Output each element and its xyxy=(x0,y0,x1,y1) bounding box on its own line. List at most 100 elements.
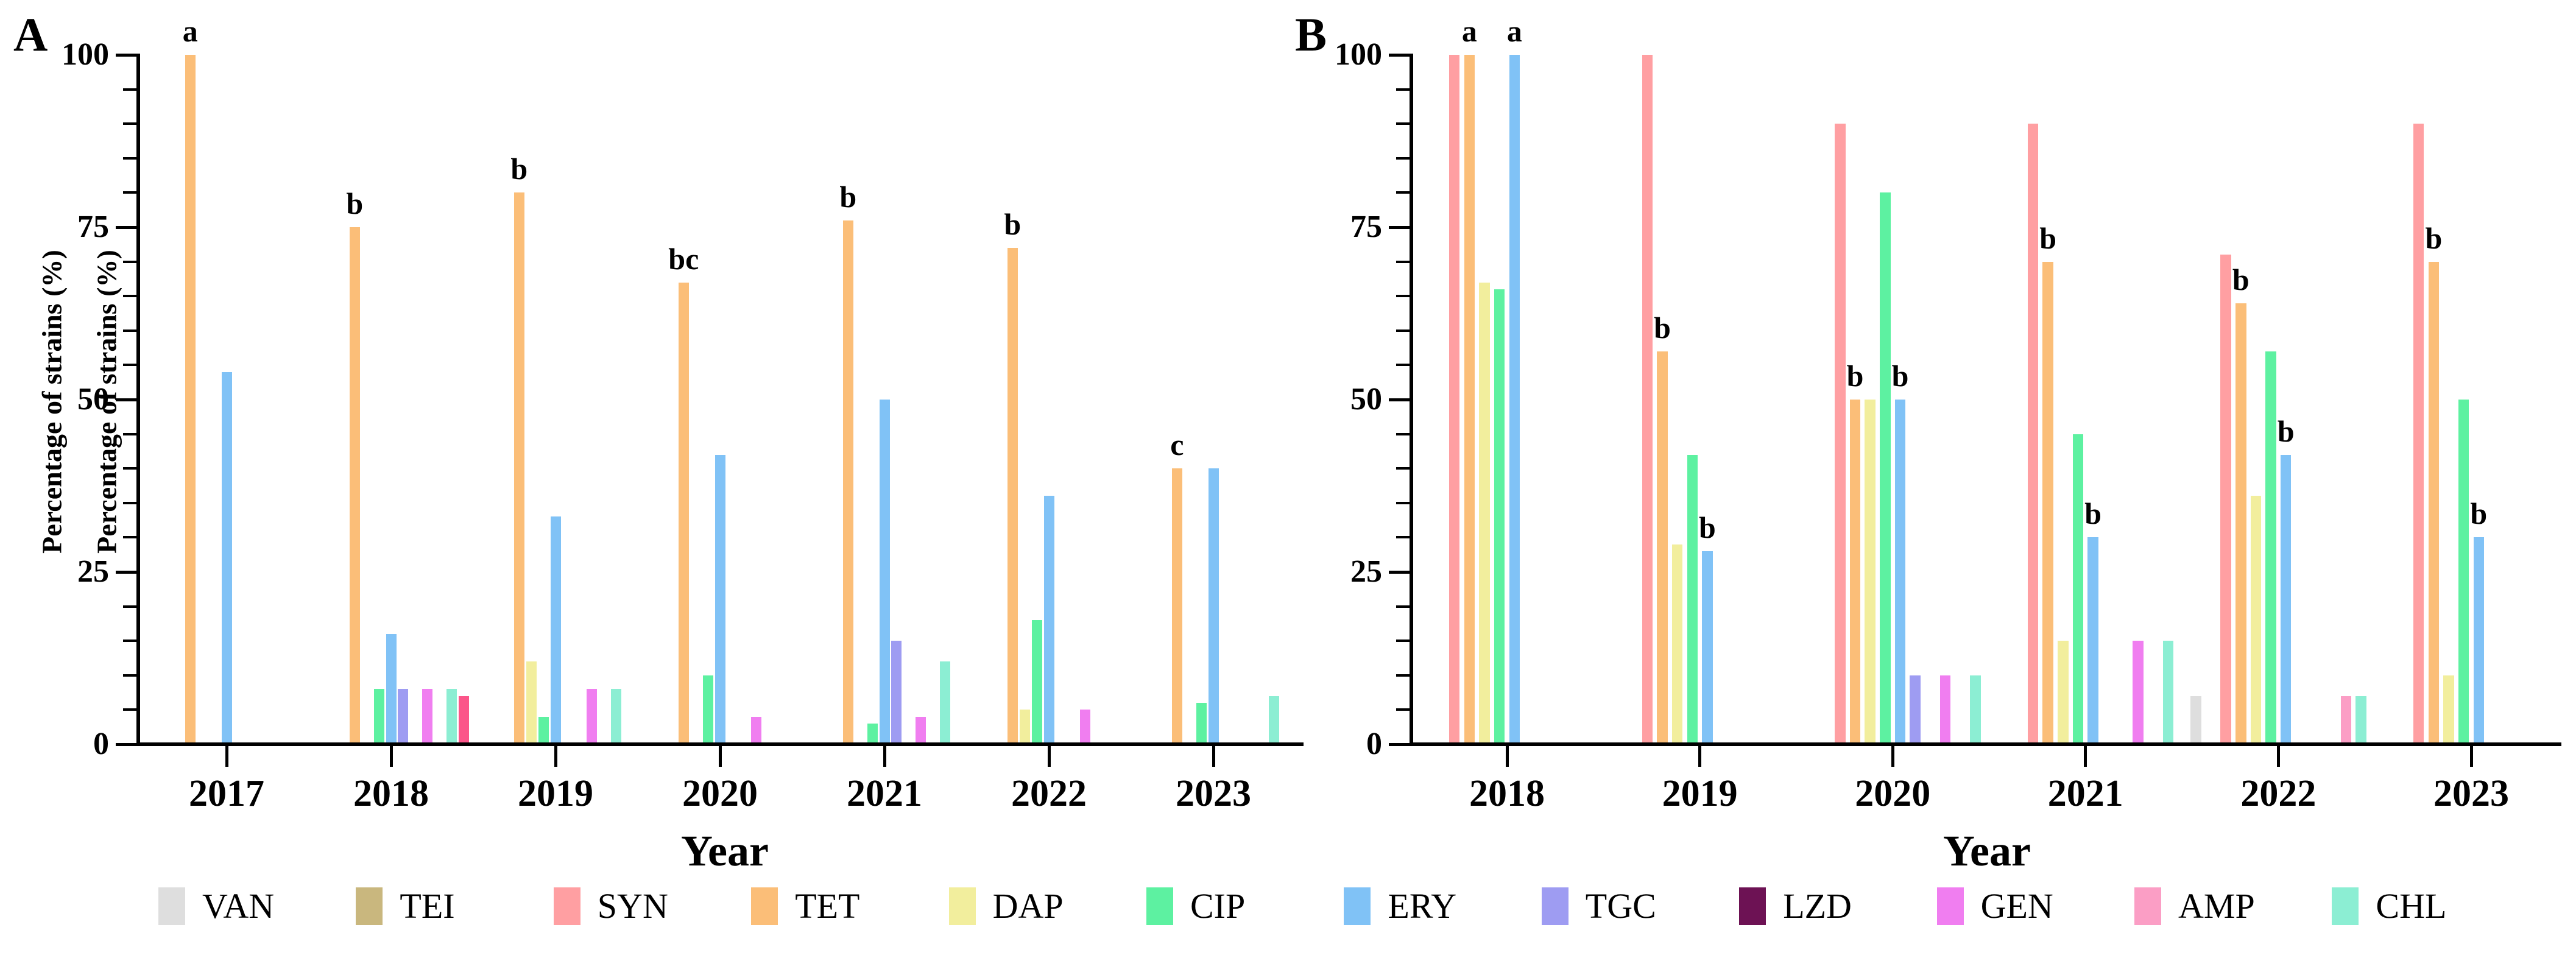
legend-item-CIP: CIP xyxy=(1146,887,1245,925)
bar-B-2022-CHL xyxy=(2355,696,2366,742)
bar-A-2018-CHL xyxy=(446,689,457,742)
bar-B-2019-DAP xyxy=(1671,544,1683,742)
bar-B-2023-DAP xyxy=(2443,675,2454,742)
bar-B-2022-AMP xyxy=(2340,696,2352,742)
panel-b-y-tick-50 xyxy=(1389,398,1410,401)
bar-B-2018-CIP xyxy=(1494,289,1505,742)
panel-b-y-tick-95 xyxy=(1396,88,1410,91)
panel-b-y-tick-15 xyxy=(1396,640,1410,643)
panel-a-y-tick-10 xyxy=(123,674,136,677)
panel-b-y-tick-label-75: 75 xyxy=(1350,210,1382,244)
panel-a-x-tick-2019 xyxy=(554,746,557,767)
panel-a-x-tick-label-2018: 2018 xyxy=(353,773,429,814)
bar-B-2021-TET xyxy=(2042,261,2053,742)
bar-A-2020-ERY xyxy=(715,454,725,742)
panel-a-x-tick-2021 xyxy=(883,746,886,767)
panel-a-y-tick-label-100: 100 xyxy=(62,37,109,72)
bar-A-2023-CIP xyxy=(1196,703,1207,742)
panel-b-y-tick-70 xyxy=(1396,260,1410,263)
bar-A-2021-TET xyxy=(842,220,853,742)
bar-B-2020-GEN xyxy=(1939,675,1951,742)
bar-A-2021-TGC xyxy=(891,641,902,742)
legend-item-LZD: LZD xyxy=(1739,887,1852,925)
bar-B-2021-ERY xyxy=(2087,537,2098,742)
bar-A-2018-TGC xyxy=(398,689,409,742)
legend-item-TET: TET xyxy=(751,887,859,925)
panel-b-x-tick-label-2022: 2022 xyxy=(2240,773,2317,814)
bar-A-2019-DAP xyxy=(526,661,537,742)
bar-A-2018-AMP xyxy=(458,696,469,742)
legend-swatch-CHL xyxy=(2332,887,2359,925)
panel-b-y-tick-label-0: 0 xyxy=(1366,727,1382,761)
bar-B-2020-CIP xyxy=(1880,192,1891,742)
panel-b-x-tick-label-2023: 2023 xyxy=(2433,773,2509,814)
panel-a-y-tick-100 xyxy=(116,53,136,57)
panel-a-y-tick-80 xyxy=(123,191,136,194)
legend-label-CHL: CHL xyxy=(2376,886,2447,926)
panel-a-x-tick-label-2021: 2021 xyxy=(847,773,922,814)
panel-b-x-tick-2023 xyxy=(2469,746,2473,767)
panel-a-x-tick-label-2023: 2023 xyxy=(1176,773,1251,814)
bar-A-2022-TET xyxy=(1007,247,1018,742)
bar-B-2022-CIP xyxy=(2265,351,2276,742)
panel-b-x-tick-2019 xyxy=(1698,746,1702,767)
bar-B-2018-TET xyxy=(1464,55,1475,742)
bar-A-2022-DAP xyxy=(1019,710,1030,742)
bar-B-2022-ERY xyxy=(2280,454,2292,742)
bar-B-2021-GEN xyxy=(2133,641,2144,742)
bar-A-2019-CHL xyxy=(611,689,621,742)
sig-letter-B-2019-ERY: b xyxy=(1699,510,1716,545)
panel-b-x-tick-label-2018: 2018 xyxy=(1469,773,1545,814)
bar-B-2019-SYN xyxy=(1642,55,1653,742)
panel-b-y-tick-65 xyxy=(1396,295,1410,298)
sig-letter-A-2018-TET: b xyxy=(346,186,364,220)
bar-B-2019-CIP xyxy=(1687,454,1698,742)
panel-b-x-tick-label-2020: 2020 xyxy=(1855,773,1931,814)
bar-B-2023-ERY xyxy=(2473,537,2485,742)
bar-B-2018-SYN xyxy=(1449,55,1460,742)
sig-letter-B-2022-TET: b xyxy=(2232,262,2250,297)
legend-label-SYN: SYN xyxy=(597,886,668,926)
bar-A-2020-CIP xyxy=(702,675,713,742)
panel-a-y-tick-0 xyxy=(116,742,136,746)
panel-b-y-tick-label-50: 50 xyxy=(1350,382,1382,417)
panel-a-x-tick-label-2017: 2017 xyxy=(189,773,264,814)
legend-swatch-TET xyxy=(751,887,778,925)
bar-A-2019-GEN xyxy=(587,689,598,742)
bar-B-2023-SYN xyxy=(2413,124,2424,742)
sig-letter-A-2021-TET: b xyxy=(839,179,857,214)
legend-swatch-TEI xyxy=(356,887,383,925)
legend-swatch-SYN xyxy=(553,887,580,925)
panel-b-y-tick-20 xyxy=(1396,605,1410,608)
bar-B-2022-DAP xyxy=(2250,496,2262,742)
bar-B-2018-ERY xyxy=(1509,55,1520,742)
bar-B-2018-DAP xyxy=(1479,282,1490,742)
legend-label-ERY: ERY xyxy=(1388,886,1457,926)
panel-b-y-tick-5 xyxy=(1396,708,1410,711)
sig-letter-A-2022-TET: b xyxy=(1004,206,1022,241)
bar-B-2020-TET xyxy=(1849,400,1861,742)
panel-b-x-tick-label-2019: 2019 xyxy=(1662,773,1738,814)
legend-item-VAN: VAN xyxy=(158,887,274,925)
bar-A-2018-TET xyxy=(349,227,360,742)
panel-b-y-tick-35 xyxy=(1396,501,1410,504)
panel-a-y-tick-5 xyxy=(123,708,136,711)
sig-letter-B-2021-ERY: b xyxy=(2084,496,2102,531)
legend-item-CHL: CHL xyxy=(2332,887,2446,925)
panel-a-y-tick-55 xyxy=(123,364,136,367)
bar-A-2017-ERY xyxy=(221,372,232,742)
panel-a-y-tick-85 xyxy=(123,157,136,160)
legend-label-TET: TET xyxy=(795,886,860,926)
sig-letter-B-2019-TET: b xyxy=(1654,310,1671,345)
legend-item-ERY: ERY xyxy=(1344,887,1456,925)
panel-b-x-tick-2021 xyxy=(2084,746,2087,767)
legend-swatch-DAP xyxy=(948,887,976,925)
bar-A-2021-GEN xyxy=(916,716,926,742)
panel-b-y-tick-25 xyxy=(1389,570,1410,574)
panel-a-y-tick-60 xyxy=(123,329,136,332)
panel-b-y-axis-line xyxy=(1410,54,1413,746)
bar-A-2021-CIP xyxy=(867,724,878,742)
bar-B-2022-TET xyxy=(2235,303,2246,742)
legend-label-VAN: VAN xyxy=(202,886,275,926)
